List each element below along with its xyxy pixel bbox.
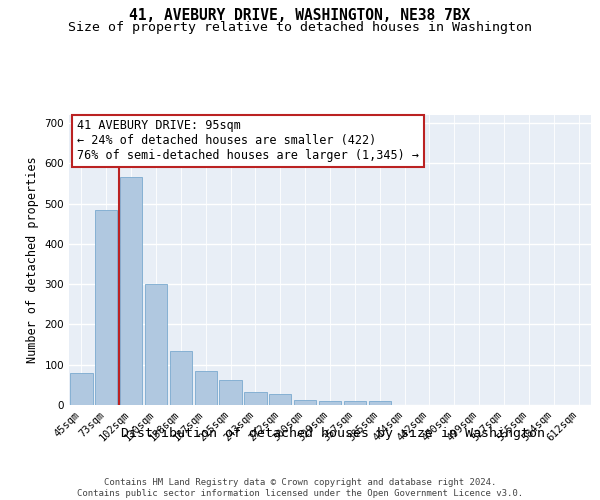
Text: Distribution of detached houses by size in Washington: Distribution of detached houses by size … xyxy=(121,428,545,440)
Y-axis label: Number of detached properties: Number of detached properties xyxy=(26,156,39,364)
Text: 41 AVEBURY DRIVE: 95sqm
← 24% of detached houses are smaller (422)
76% of semi-d: 41 AVEBURY DRIVE: 95sqm ← 24% of detache… xyxy=(77,120,419,162)
Bar xyxy=(368,400,391,405)
Bar xyxy=(95,210,118,405)
Bar xyxy=(269,394,292,405)
Bar xyxy=(145,284,167,405)
Bar xyxy=(244,392,266,405)
Bar xyxy=(220,380,242,405)
Bar xyxy=(319,401,341,405)
Bar xyxy=(70,373,92,405)
Bar xyxy=(170,350,192,405)
Bar xyxy=(294,400,316,405)
Text: 41, AVEBURY DRIVE, WASHINGTON, NE38 7BX: 41, AVEBURY DRIVE, WASHINGTON, NE38 7BX xyxy=(130,8,470,22)
Text: Contains HM Land Registry data © Crown copyright and database right 2024.
Contai: Contains HM Land Registry data © Crown c… xyxy=(77,478,523,498)
Bar xyxy=(120,178,142,405)
Text: Size of property relative to detached houses in Washington: Size of property relative to detached ho… xyxy=(68,22,532,35)
Bar xyxy=(344,401,366,405)
Bar xyxy=(194,371,217,405)
